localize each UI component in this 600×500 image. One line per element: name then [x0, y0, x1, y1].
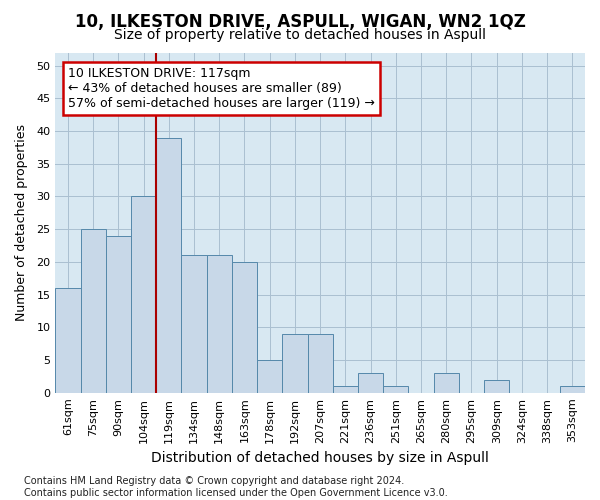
Bar	[131, 196, 156, 393]
Y-axis label: Number of detached properties: Number of detached properties	[15, 124, 28, 321]
Bar	[55, 288, 80, 393]
Text: Contains HM Land Registry data © Crown copyright and database right 2024.
Contai: Contains HM Land Registry data © Crown c…	[24, 476, 448, 498]
Bar	[434, 373, 459, 393]
Bar	[358, 373, 383, 393]
Bar	[333, 386, 358, 393]
Bar	[80, 229, 106, 393]
Bar	[383, 386, 409, 393]
Bar	[283, 334, 308, 393]
Bar	[232, 262, 257, 393]
Text: 10, ILKESTON DRIVE, ASPULL, WIGAN, WN2 1QZ: 10, ILKESTON DRIVE, ASPULL, WIGAN, WN2 1…	[74, 12, 526, 30]
Bar	[106, 236, 131, 393]
X-axis label: Distribution of detached houses by size in Aspull: Distribution of detached houses by size …	[151, 451, 489, 465]
Text: 10 ILKESTON DRIVE: 117sqm
← 43% of detached houses are smaller (89)
57% of semi-: 10 ILKESTON DRIVE: 117sqm ← 43% of detac…	[68, 67, 375, 110]
Bar	[257, 360, 283, 393]
Bar	[181, 256, 206, 393]
Bar	[308, 334, 333, 393]
Bar	[156, 138, 181, 393]
Bar	[206, 256, 232, 393]
Bar	[560, 386, 585, 393]
Bar	[484, 380, 509, 393]
Text: Size of property relative to detached houses in Aspull: Size of property relative to detached ho…	[114, 28, 486, 42]
